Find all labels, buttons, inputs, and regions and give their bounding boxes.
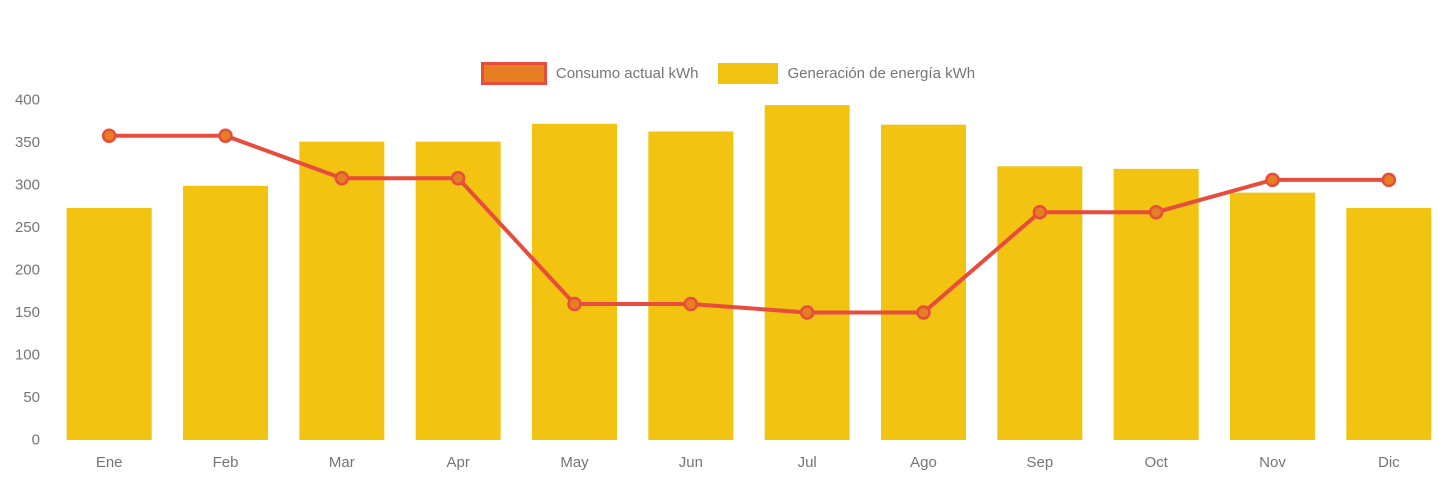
legend-label-consumo: Consumo actual kWh (555, 65, 699, 82)
x-axis-label-Sep: Sep (1026, 454, 1053, 471)
line-point-Jul (799, 305, 815, 320)
legend-swatch-generacion-icon (718, 63, 779, 84)
legend-label-generacion: Generación de energía kWh (787, 65, 976, 82)
line-point-Jun (683, 296, 699, 312)
bar-May (532, 123, 617, 441)
x-axis-label-Mar: Mar (329, 454, 355, 471)
legend-item-consumo[interactable]: Consumo actual kWh (480, 62, 699, 85)
chart-legend: Consumo actual kWh Generación de energía… (0, 62, 1456, 85)
y-tick-label-300: 300 (15, 177, 40, 194)
x-axis-label-Jul: Jul (798, 454, 817, 471)
bar-Jun (648, 131, 734, 440)
y-tick-label-50: 50 (23, 389, 40, 406)
bar-Apr (415, 141, 501, 440)
y-tick-label-400: 400 (15, 92, 40, 109)
x-axis-label-Ago: Ago (910, 454, 937, 471)
x-axis-label-Nov: Nov (1259, 454, 1286, 471)
bar-Dic (1346, 207, 1432, 440)
x-axis-label-Oct: Oct (1144, 454, 1168, 471)
x-axis-label-Jun: Jun (679, 454, 703, 471)
bar-Feb (183, 185, 268, 440)
x-axis-label-May: May (560, 454, 589, 471)
line-point-Oct (1148, 204, 1164, 220)
line-point-May (567, 296, 582, 312)
line-point-Sep (1032, 204, 1048, 220)
bar-Jul (764, 105, 850, 440)
y-tick-label-150: 150 (15, 304, 40, 321)
y-tick-label-350: 350 (15, 134, 40, 151)
y-tick-label-250: 250 (15, 219, 40, 236)
line-point-Ago (916, 305, 931, 320)
line-point-Apr (450, 170, 466, 186)
x-axis-label-Feb: Feb (213, 454, 239, 471)
y-tick-label-200: 200 (15, 262, 40, 279)
legend-swatch-consumo-icon (480, 62, 547, 85)
line-point-Feb (218, 128, 233, 143)
x-axis-label-Apr: Apr (446, 454, 469, 471)
y-tick-label-0: 0 (32, 432, 40, 449)
legend-item-generacion[interactable]: Generación de energía kWh (718, 63, 975, 84)
line-point-Dic (1381, 172, 1397, 188)
y-tick-label-100: 100 (15, 347, 40, 364)
line-point-Nov (1265, 172, 1280, 188)
consumption-line (109, 133, 1389, 315)
x-axis-label-Dic: Dic (1378, 454, 1400, 471)
bar-Ene (66, 207, 152, 440)
bar-Mar (299, 141, 385, 440)
bar-Ago (881, 124, 966, 441)
line-point-Mar (334, 170, 350, 186)
line-point-Ene (101, 128, 117, 143)
bar-Nov (1230, 192, 1315, 440)
x-axis-label-Ene: Ene (96, 454, 123, 471)
